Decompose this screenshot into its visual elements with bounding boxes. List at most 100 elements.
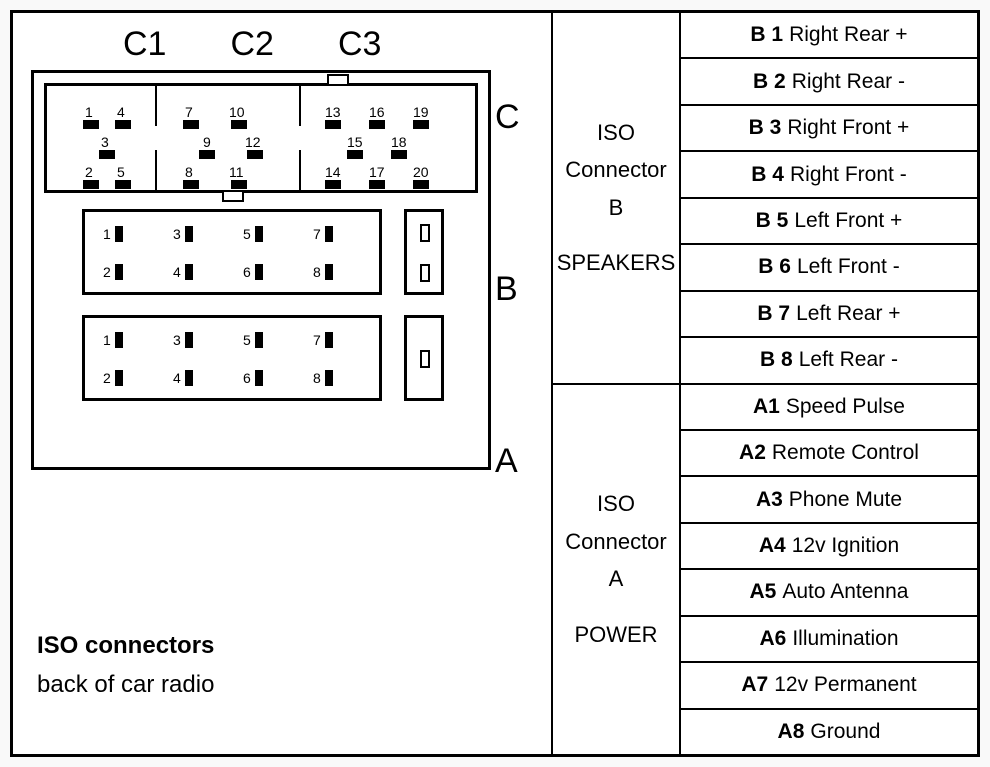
pin-table: B 1 Right Rear + B 2 Right Rear - B 3 Righ… — [681, 13, 977, 383]
pin-label: 3 — [173, 332, 181, 348]
label-c1: C1 — [123, 25, 166, 64]
pin-label: 7 — [313, 226, 321, 242]
pin-label: 13 — [325, 104, 341, 120]
pin-id: A2 — [739, 441, 766, 465]
pin-label: 7 — [313, 332, 321, 348]
connector-title: ISOConnectorAPOWER — [553, 385, 681, 755]
pin-label: 9 — [203, 134, 211, 150]
pin-icon — [83, 180, 99, 189]
pin-label: 4 — [117, 104, 125, 120]
key-hole-icon — [420, 350, 430, 368]
pin-label: 16 — [369, 104, 385, 120]
pin-icon — [325, 180, 341, 189]
connector-section: ISOConnectorAPOWERA1 Speed PulseA2 Remot… — [553, 385, 977, 755]
pin-label: 2 — [103, 370, 111, 386]
row-label-b: B — [495, 239, 520, 339]
pin-icon — [115, 226, 123, 242]
pin-icon — [325, 264, 333, 280]
pin-icon — [413, 180, 429, 189]
pin-row: B 1 Right Rear + — [681, 13, 977, 59]
key-hole-icon — [420, 264, 430, 282]
c-group-labels: C1 C2 C3 — [123, 25, 533, 64]
footer-caption: ISO connectors back of car radio — [37, 627, 214, 704]
pin-id: A8 — [778, 720, 805, 744]
pin-label: 8 — [185, 164, 193, 180]
connector-title: ISOConnectorBSPEAKERS — [553, 13, 681, 383]
pin-icon — [185, 370, 193, 386]
pin-icon — [115, 180, 131, 189]
pin-icon — [83, 120, 99, 129]
pin-label: 1 — [103, 332, 111, 348]
pin-icon — [325, 332, 333, 348]
pin-label: 1 — [103, 226, 111, 242]
pin-label: 12 — [245, 134, 261, 150]
row-label-a: A — [495, 411, 520, 511]
pin-label: 10 — [229, 104, 245, 120]
pin-icon — [369, 120, 385, 129]
pin-icon — [369, 180, 385, 189]
pin-desc: Right Front + — [787, 116, 909, 140]
pin-id: A1 — [753, 395, 780, 419]
pin-icon — [183, 180, 199, 189]
pin-row: A8 Ground — [681, 710, 977, 754]
pin-label: 20 — [413, 164, 429, 180]
pin-icon — [115, 332, 123, 348]
pin-row: A1 Speed Pulse — [681, 385, 977, 431]
pin-id: B 6 — [758, 255, 791, 279]
pin-desc: Right Rear - — [792, 70, 905, 94]
pin-id: A6 — [759, 627, 786, 651]
pin-desc: Illumination — [792, 627, 898, 651]
row-labels: C B A — [495, 67, 520, 511]
pin-label: 6 — [243, 264, 251, 280]
connector-section: ISOConnectorBSPEAKERSB 1 Right Rear + B 2… — [553, 13, 977, 385]
pin-id: A3 — [756, 488, 783, 512]
footer-line1: ISO connectors — [37, 627, 214, 665]
pin-icon — [183, 120, 199, 129]
connector-a: 12345678 — [82, 315, 382, 401]
pin-label: 14 — [325, 164, 341, 180]
pin-label: 1 — [85, 104, 93, 120]
pin-label: 2 — [103, 264, 111, 280]
pin-label: 7 — [185, 104, 193, 120]
pin-row: A6 Illumination — [681, 617, 977, 663]
pin-id: B 2 — [753, 70, 786, 94]
pin-icon — [185, 332, 193, 348]
pin-icon — [255, 370, 263, 386]
label-c2: C2 — [230, 25, 273, 64]
pin-icon — [325, 370, 333, 386]
label-c3: C3 — [338, 25, 381, 64]
pin-row: B 3 Right Front + — [681, 106, 977, 152]
pin-icon — [115, 370, 123, 386]
pin-id: B 1 — [750, 23, 783, 47]
key-hole-icon — [420, 224, 430, 242]
pin-label: 19 — [413, 104, 429, 120]
tab-top-icon — [327, 74, 349, 86]
pin-row: B 8 Left Rear - — [681, 338, 977, 382]
pin-icon — [391, 150, 407, 159]
pin-label: 5 — [117, 164, 125, 180]
pin-row: B 4 Right Front - — [681, 152, 977, 198]
pin-desc: 12v Permanent — [774, 673, 916, 697]
pin-row: A5 Auto Antenna — [681, 570, 977, 616]
pin-desc: Left Front - — [797, 255, 900, 279]
pin-icon — [185, 264, 193, 280]
pin-icon — [231, 120, 247, 129]
pin-id: A7 — [741, 673, 768, 697]
pin-label: 5 — [243, 226, 251, 242]
pin-desc: Left Rear - — [799, 348, 898, 372]
key-slot-a — [404, 315, 444, 401]
pin-icon — [185, 226, 193, 242]
tab-bottom-icon — [222, 190, 244, 202]
pin-icon — [325, 226, 333, 242]
pin-id: A5 — [750, 580, 777, 604]
pin-label: 15 — [347, 134, 363, 150]
pin-label: 11 — [229, 164, 244, 180]
row-label-c: C — [495, 67, 520, 167]
pin-row: B 7 Left Rear + — [681, 292, 977, 338]
connector-frame: 1 4 3 2 5 7 10 9 — [31, 70, 491, 470]
pin-id: B 7 — [757, 302, 790, 326]
pin-label: 4 — [173, 370, 181, 386]
pin-id: A4 — [759, 534, 786, 558]
footer-line2: back of car radio — [37, 666, 214, 704]
pin-label: 3 — [101, 134, 109, 150]
